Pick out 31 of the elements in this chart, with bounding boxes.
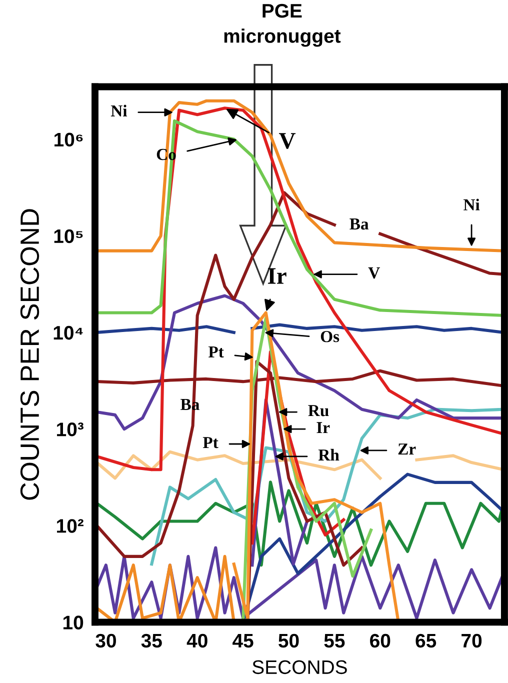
x-tick-label: 40: [186, 634, 208, 648]
annotation: Pt: [208, 346, 224, 358]
annotation: Ni: [110, 104, 128, 116]
y-tick-label: 10³: [57, 422, 84, 436]
x-tick-label: 55: [324, 634, 345, 648]
annotation: Ir: [268, 268, 286, 284]
annotation: Os: [320, 330, 340, 342]
y-tick-label: 10⁵: [54, 229, 83, 244]
annotation: Ni: [464, 198, 480, 210]
x-tick-label: 45: [232, 634, 254, 648]
annotation: Rh: [318, 448, 340, 460]
x-tick-label: 30: [96, 634, 116, 648]
y-axis-title: COUNTS PER SECOND: [20, 209, 40, 500]
chart-title: PGE micronugget: [224, 4, 341, 47]
annotation: V: [368, 267, 380, 279]
annotation: Zr: [398, 444, 416, 454]
x-tick-label: 65: [416, 634, 436, 648]
annotation: V: [279, 133, 296, 149]
y-tick-label: 10²: [57, 519, 84, 533]
annotation: Ir: [316, 422, 330, 434]
x-tick-label: 50: [278, 634, 299, 648]
x-axis-title: SECONDS: [252, 660, 347, 674]
y-tick-label: 10⁴: [54, 326, 83, 340]
x-tick-label: 60: [370, 634, 390, 648]
y-tick-label: 10: [63, 616, 84, 630]
x-tick-label: 35: [141, 634, 162, 648]
y-tick-label: 10⁶: [54, 132, 83, 147]
x-tick-label: 70: [462, 634, 482, 648]
annotation: Pt: [202, 437, 218, 448]
annotation: Ba: [350, 218, 369, 230]
annotation: Ru: [308, 405, 329, 416]
